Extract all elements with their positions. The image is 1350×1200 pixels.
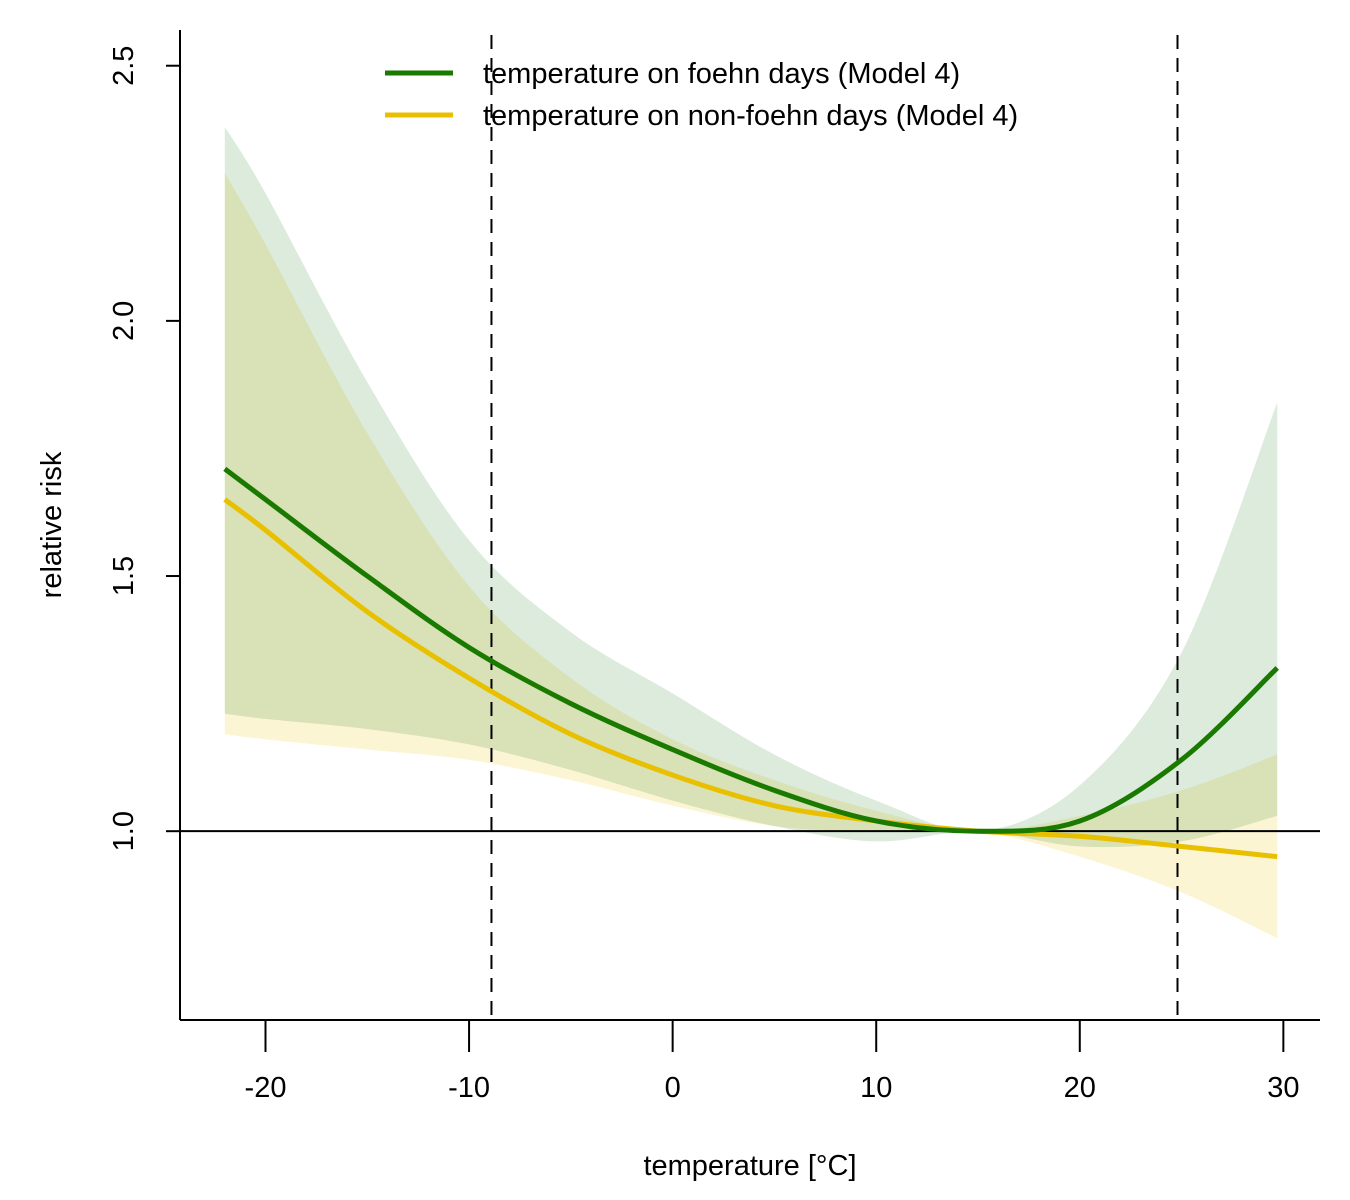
y-tick-label-1: 1.0	[108, 811, 140, 851]
x-tick-label-1: -20	[245, 1072, 287, 1104]
legend: temperature on foehn days (Model 4) tempe…	[385, 58, 1018, 132]
x-tick-label-2: -10	[448, 1072, 490, 1104]
legend-label-1: temperature on foehn days (Model 4)	[483, 58, 960, 90]
y-tick-label-4: 2.5	[108, 46, 140, 86]
legend-label-2: temperature on non-foehn days (Model 4)	[483, 100, 1018, 132]
ci-band-series-1	[224, 126, 1278, 848]
y-axis-title: relative risk	[36, 451, 68, 598]
x-tick-label-6: 30	[1267, 1072, 1299, 1104]
axes: -20 -10 0 10 20 30 1.0 1.5 2.0 2.5	[108, 30, 1320, 1104]
series-line-1	[223, 466, 1279, 834]
y-tick-label-2: 1.5	[108, 556, 140, 596]
x-tick-label-4: 10	[860, 1072, 892, 1104]
x-tick-label-5: 20	[1064, 1072, 1096, 1104]
series-lines	[223, 466, 1279, 860]
x-axis-title: temperature [°C]	[643, 1150, 856, 1182]
reference-lines	[180, 35, 1320, 1020]
y-tick-label-3: 2.0	[108, 301, 140, 341]
confidence-bands	[224, 126, 1278, 939]
x-tick-label-3: 0	[665, 1072, 681, 1104]
series-line-2	[223, 497, 1278, 860]
